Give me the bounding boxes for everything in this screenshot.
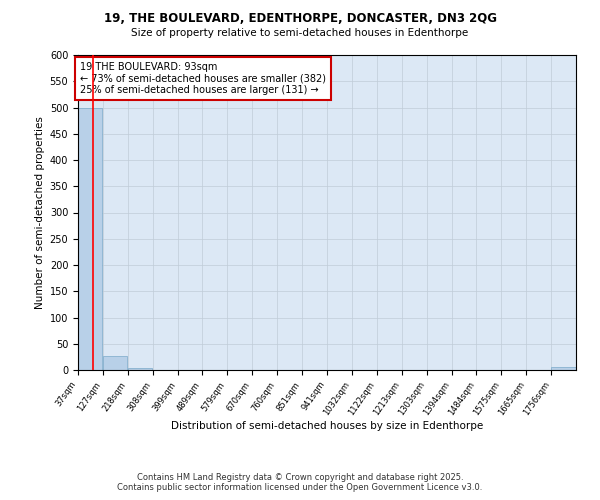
Text: Size of property relative to semi-detached houses in Edenthorpe: Size of property relative to semi-detach…	[131, 28, 469, 38]
Bar	[78, 108, 102, 370]
Bar	[551, 368, 575, 370]
Text: 19, THE BOULEVARD, EDENTHORPE, DONCASTER, DN3 2QG: 19, THE BOULEVARD, EDENTHORPE, DONCASTER…	[104, 12, 497, 26]
Text: Contains HM Land Registry data © Crown copyright and database right 2025.
Contai: Contains HM Land Registry data © Crown c…	[118, 473, 482, 492]
Bar	[128, 368, 152, 370]
Bar	[103, 356, 127, 370]
Y-axis label: Number of semi-detached properties: Number of semi-detached properties	[35, 116, 46, 309]
X-axis label: Distribution of semi-detached houses by size in Edenthorpe: Distribution of semi-detached houses by …	[171, 421, 483, 431]
Text: 19 THE BOULEVARD: 93sqm
← 73% of semi-detached houses are smaller (382)
25% of s: 19 THE BOULEVARD: 93sqm ← 73% of semi-de…	[80, 62, 326, 95]
